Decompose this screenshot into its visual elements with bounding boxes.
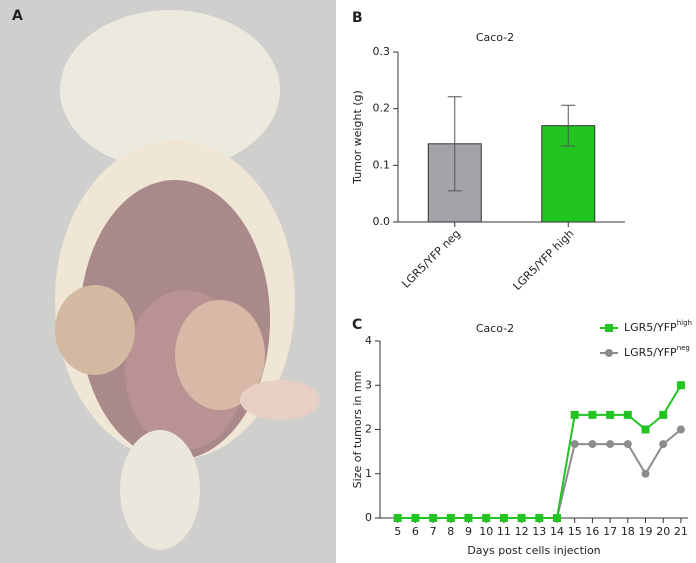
x-tick-label: 18 [621,525,635,538]
y-tick-label: 3 [365,378,372,391]
y-tick-label: 0.0 [373,215,391,228]
marker [588,440,597,449]
x-tick-label: 9 [465,525,472,538]
legend-superscript: high [677,319,692,327]
x-tick-label: 6 [412,525,419,538]
legend-label: LGR5/YFPhigh [624,319,692,334]
x-tick-label: 16 [585,525,599,538]
marker [411,514,420,522]
panel-label: C [352,317,362,333]
x-tick-label: 8 [447,525,454,538]
x-tick-label: 21 [674,525,688,538]
marker [446,514,455,522]
x-tick-label: LGR5/YFP high [511,227,577,293]
legend-marker [605,349,613,357]
marker [676,425,685,434]
y-tick-label: 0.1 [373,158,391,171]
y-tick-label: 4 [365,334,372,347]
legend-name: LGR5/YFP [624,346,677,359]
legend-label: LGR5/YFPneg [624,344,690,359]
marker [623,440,632,449]
x-tick-label: 19 [639,525,653,538]
photo [0,0,336,563]
y-axis-label: Size of tumors in mm [351,371,364,489]
marker [535,514,544,522]
x-tick-label: 15 [568,525,582,538]
marker [570,440,579,449]
chart-title: Caco-2 [476,322,514,335]
y-tick-label: 1 [365,467,372,480]
marker [464,514,473,522]
marker [482,514,491,522]
y-tick-label: 2 [365,423,372,436]
chart-title: Caco-2 [476,31,514,44]
marker [606,440,615,449]
y-axis-label: Tumor weight (g) [351,90,364,185]
x-tick-label: 12 [515,525,529,538]
y-tick-label: 0 [365,511,372,524]
marker [553,514,562,522]
marker [570,410,579,419]
x-tick-label: 20 [656,525,670,538]
legend-marker [605,324,613,332]
marker [659,410,668,419]
y-tick-label: 0.2 [373,102,391,115]
marker [393,514,402,522]
legend-superscript: neg [677,344,690,352]
panel-label: A [12,8,23,24]
marker [676,381,685,390]
marker [588,410,597,419]
marker [641,425,650,434]
marker [499,514,508,522]
x-tick-label: 5 [394,525,401,538]
legend-name: LGR5/YFP [624,321,677,334]
y-tick-label: 0.3 [373,45,391,58]
marker [659,440,668,449]
x-tick-label: 10 [479,525,493,538]
x-tick-label: 13 [532,525,546,538]
marker [429,514,438,522]
marker [641,469,650,478]
x-tick-label: LGR5/YFP neg [399,227,463,291]
marker [623,410,632,419]
x-axis-label: Days post cells injection [467,544,600,557]
x-tick-label: 14 [550,525,564,538]
series-line [397,384,682,519]
panel-label: B [352,10,363,26]
x-tick-label: 11 [497,525,511,538]
marker [517,514,526,522]
series-line [397,428,682,519]
marker [606,410,615,419]
x-tick-label: 7 [430,525,437,538]
x-tick-label: 17 [603,525,617,538]
